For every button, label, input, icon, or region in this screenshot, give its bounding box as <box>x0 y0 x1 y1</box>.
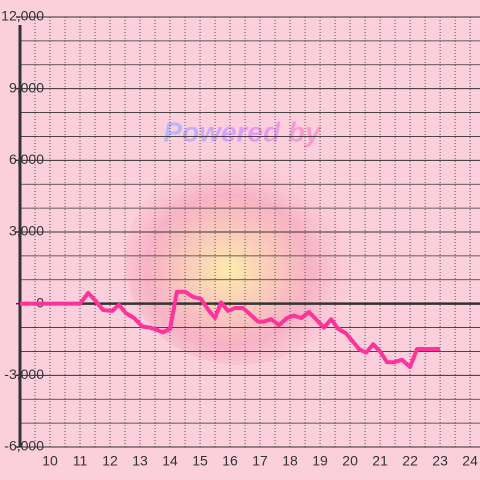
x-tick-label: 14 <box>162 453 178 469</box>
y-tick-label: -6,000 <box>4 438 44 454</box>
x-tick-label: 24 <box>462 453 478 469</box>
watermark-text: Powered by <box>163 116 322 147</box>
x-tick-label: 23 <box>432 453 448 469</box>
y-tick-label: 9,000 <box>9 79 44 95</box>
y-tick-label: 6,000 <box>9 151 44 167</box>
x-tick-label: 16 <box>222 453 238 469</box>
x-tick-label: 13 <box>132 453 148 469</box>
plot <box>20 289 441 369</box>
x-tick-label: 15 <box>192 453 208 469</box>
series-line <box>20 289 441 369</box>
y-tick-label: -3,000 <box>4 366 44 382</box>
x-tick-label: 21 <box>372 453 388 469</box>
y-tick-label: 12,000 <box>1 8 44 24</box>
x-tick-label: 20 <box>342 453 358 469</box>
x-tick-label: 10 <box>42 453 58 469</box>
x-tick-label: 11 <box>73 453 88 469</box>
x-tick-label: 12 <box>102 453 118 469</box>
x-tick-label: 17 <box>252 453 268 469</box>
x-tick-label: 18 <box>282 453 298 469</box>
y-tick-label: 3,000 <box>9 223 44 239</box>
x-tick-label: 22 <box>402 453 418 469</box>
watermark-image <box>125 155 355 365</box>
x-tick-label: 19 <box>312 453 328 469</box>
